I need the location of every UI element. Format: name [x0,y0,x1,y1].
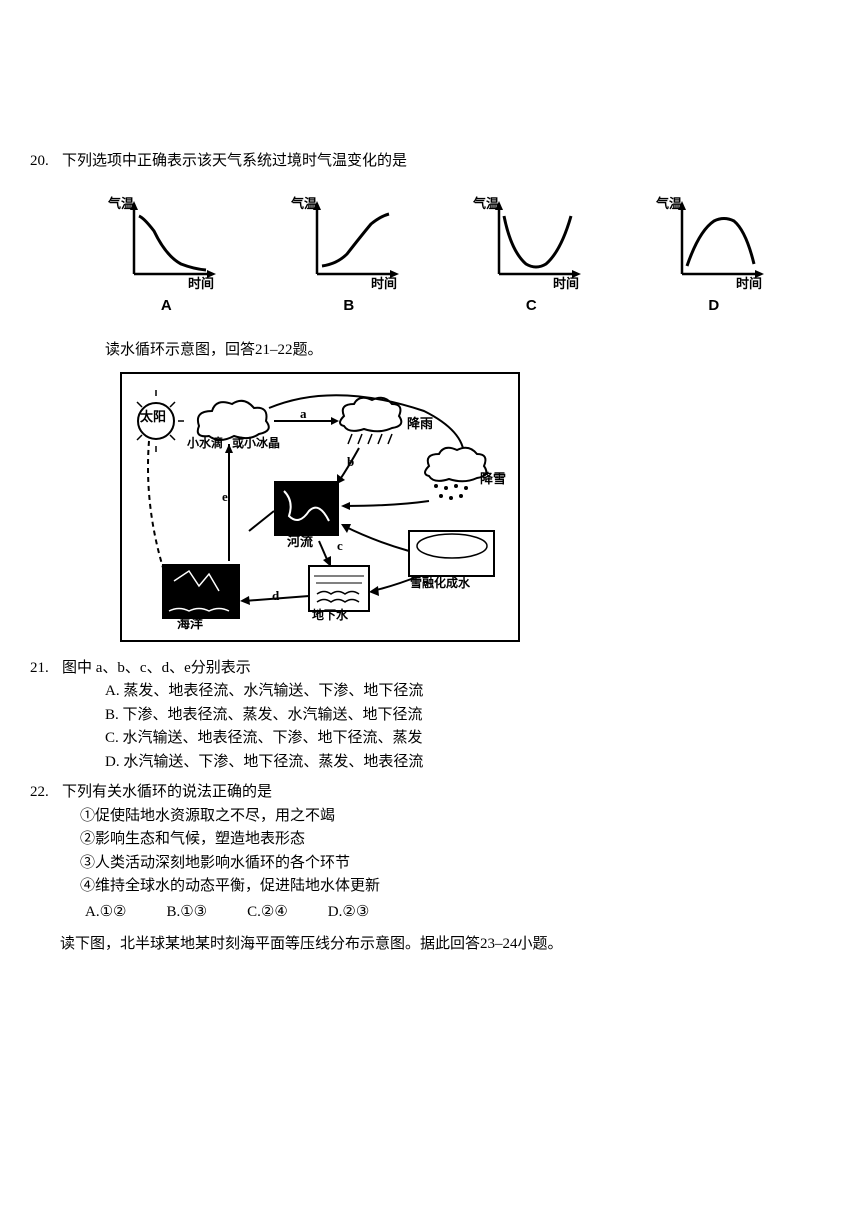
chart-c-svg: 气温 时间 [471,196,591,291]
chart-label-d: D [708,295,719,318]
question-text: 图中 a、b、c、d、e分别表示 [62,657,830,680]
question-line: 22. 下列有关水循环的说法正确的是 [30,781,830,804]
option-c: C. 水汽输送、地表径流、下渗、地下径流、蒸发 [105,727,830,750]
label-d: d [272,586,279,606]
water-cycle-diagram: 太阳 小水滴 或小冰晶 a 降雨 降雪 b e 河流 c d 地下水 雪融化成水… [120,372,520,642]
instruction-23-24: 读下图，北半球某地某时刻海平面等压线分布示意图。据此回答23–24小题。 [60,933,830,956]
xlabel: 时间 [553,276,579,291]
chart-d-svg: 气温 时间 [654,196,774,291]
option-a: A. 蒸发、地表径流、水汽输送、下渗、地下径流 [105,680,830,703]
statement-2: ②影响生态和气候，塑造地表形态 [80,828,830,851]
ylabel: 气温 [291,196,317,211]
statement-3: ③人类活动深刻地影响水循环的各个环节 [80,852,830,875]
label-c: c [337,536,343,556]
label-a: a [300,404,307,424]
choice-c: C.②④ [247,901,288,924]
ylabel: 气温 [108,196,134,211]
chart-label-b: B [343,295,354,318]
chart-a: 气温 时间 A [106,196,226,318]
chart-b-svg: 气温 时间 [289,196,409,291]
label-rain: 降雨 [407,414,433,434]
statement-1: ①促使陆地水资源取之不尽，用之不竭 [80,805,830,828]
statements-22: ①促使陆地水资源取之不尽，用之不竭 ②影响生态和气候，塑造地表形态 ③人类活动深… [80,805,830,898]
chart-label-a: A [161,295,172,318]
option-b: B. 下渗、地表径流、蒸发、水汽输送、地下径流 [105,704,830,727]
question-22: 22. 下列有关水循环的说法正确的是 ①促使陆地水资源取之不尽，用之不竭 ②影响… [30,781,830,923]
choice-b: B.①③ [166,901,207,924]
instruction-21-22: 读水循环示意图，回答21–22题。 [105,339,830,362]
label-ocean: 海洋 [177,614,203,634]
choices-22: A.①② B.①③ C.②④ D.②③ [85,901,830,924]
ylabel: 气温 [656,196,682,211]
xlabel: 时间 [736,276,762,291]
chart-label-c: C [526,295,537,318]
diagram-svg [134,386,510,632]
statement-4: ④维持全球水的动态平衡，促进陆地水体更新 [80,875,830,898]
chart-b: 气温 时间 B [289,196,409,318]
label-droplets: 小水滴 [187,434,223,452]
chart-a-svg: 气温 时间 [106,196,226,291]
label-groundwater: 地下水 [312,606,348,624]
question-line: 21. 图中 a、b、c、d、e分别表示 [30,657,830,680]
label-snow: 降雪 [480,469,506,489]
xlabel: 时间 [188,276,214,291]
label-snowmelt: 雪融化成水 [410,574,470,592]
label-e: e [222,487,228,507]
option-d: D. 水汽输送、下渗、地下径流、蒸发、地表径流 [105,751,830,774]
label-sun: 太阳 [140,407,166,427]
question-line: 20. 下列选项中正确表示该天气系统过境时气温变化的是 [30,150,830,173]
chart-d: 气温 时间 D [654,196,774,318]
charts-row: 气温 时间 A 气温 时间 B 气温 时间 [30,181,830,328]
xlabel: 时间 [371,276,397,291]
label-river: 河流 [287,532,313,552]
question-21: 21. 图中 a、b、c、d、e分别表示 A. 蒸发、地表径流、水汽输送、下渗、… [30,657,830,774]
question-text: 下列选项中正确表示该天气系统过境时气温变化的是 [62,150,830,173]
question-20: 20. 下列选项中正确表示该天气系统过境时气温变化的是 [30,150,830,173]
question-number: 20. [30,150,62,173]
options-21: A. 蒸发、地表径流、水汽输送、下渗、地下径流 B. 下渗、地表径流、蒸发、水汽… [105,680,830,773]
choice-d: D.②③ [328,901,369,924]
choice-a: A.①② [85,901,126,924]
label-b: b [347,452,354,472]
label-or-ice: 或小冰晶 [232,434,280,452]
question-number: 22. [30,781,62,804]
chart-c: 气温 时间 C [471,196,591,318]
question-text: 下列有关水循环的说法正确的是 [62,781,830,804]
ylabel: 气温 [473,196,499,211]
question-number: 21. [30,657,62,680]
